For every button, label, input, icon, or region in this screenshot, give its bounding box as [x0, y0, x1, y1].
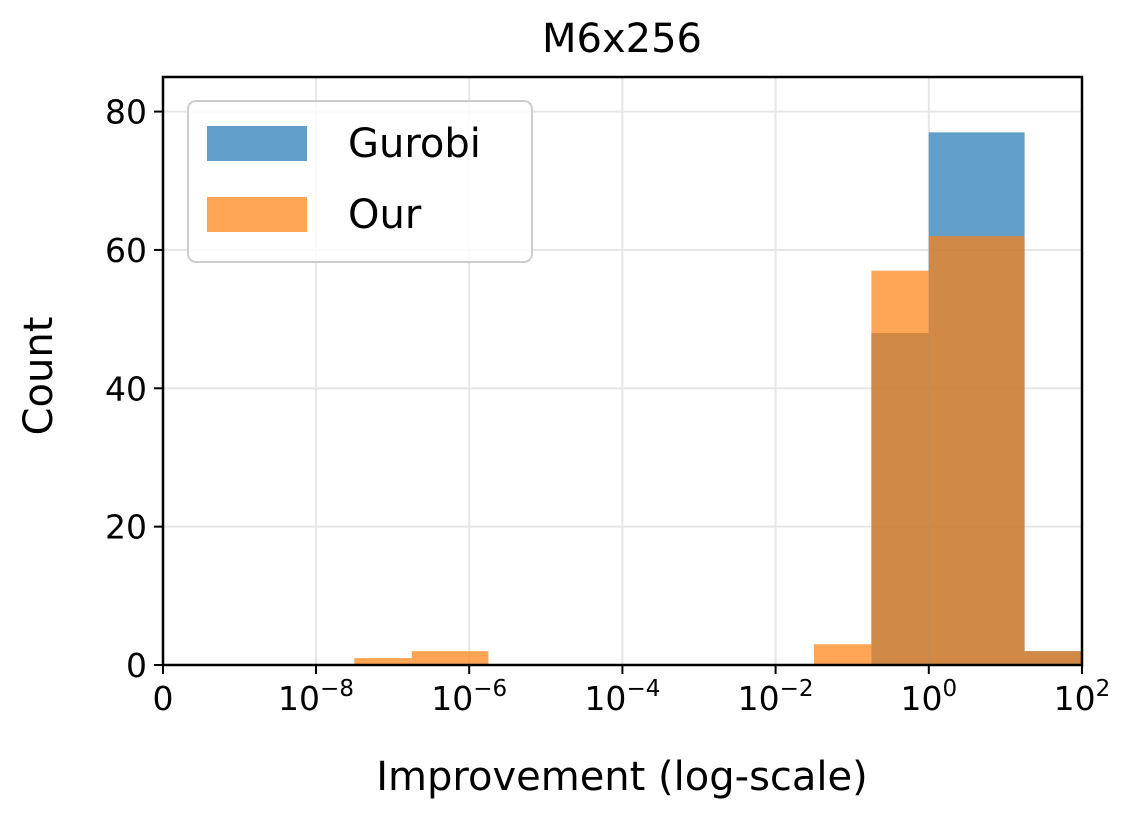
- x-axis-ticks: 0 10−8 10−6 10−4 10−2 100 102: [153, 665, 1111, 718]
- x-tick-label: 10−6: [431, 676, 507, 718]
- bar-our: [411, 651, 489, 665]
- y-tick-label: 40: [105, 369, 147, 408]
- x-tick-label: 10−8: [278, 676, 354, 718]
- x-tick-label: 100: [900, 676, 957, 718]
- legend-label-gurobi: Gurobi: [348, 121, 481, 167]
- bar-our: [354, 658, 412, 665]
- legend-swatch-gurobi: [207, 126, 307, 161]
- x-tick-label: 10−4: [584, 676, 660, 718]
- chart-title: M6x256: [542, 16, 702, 62]
- legend-swatch-our: [207, 197, 307, 232]
- y-axis-ticks: 0 20 40 60 80: [105, 93, 163, 685]
- x-axis-label: Improvement (log-scale): [376, 754, 867, 800]
- y-tick-label: 20: [105, 508, 147, 547]
- bar-our: [1024, 651, 1082, 665]
- y-tick-label: 0: [126, 646, 147, 685]
- x-tick-label: 0: [153, 679, 174, 718]
- bar-our: [871, 270, 929, 665]
- x-tick-label: 102: [1054, 676, 1111, 718]
- bar-our: [928, 236, 1025, 665]
- legend-label-our: Our: [348, 192, 422, 238]
- y-tick-label: 80: [105, 93, 147, 132]
- bar-our: [813, 644, 872, 665]
- x-tick-label: 10−2: [738, 676, 814, 718]
- y-tick-label: 60: [105, 231, 147, 270]
- y-axis-label: Count: [16, 317, 62, 436]
- series-our-bars: [354, 236, 1082, 665]
- legend: Gurobi Our: [187, 100, 533, 263]
